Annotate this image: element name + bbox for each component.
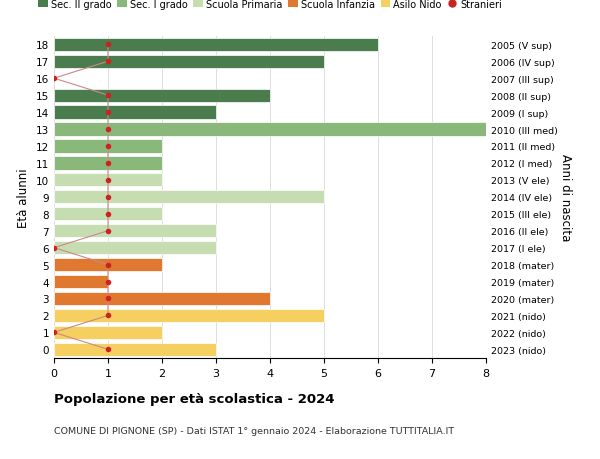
Bar [54, 174, 162, 187]
Bar [54, 90, 270, 102]
Text: Popolazione per età scolastica - 2024: Popolazione per età scolastica - 2024 [54, 392, 335, 405]
Bar [54, 191, 324, 204]
Bar [54, 258, 162, 272]
Bar [54, 275, 108, 289]
Bar [54, 224, 216, 238]
Bar [54, 343, 216, 356]
Legend: Sec. II grado, Sec. I grado, Scuola Primaria, Scuola Infanzia, Asilo Nido, Stran: Sec. II grado, Sec. I grado, Scuola Prim… [38, 0, 502, 10]
Bar [54, 207, 162, 221]
Bar [54, 241, 216, 255]
Bar [54, 157, 162, 170]
Bar [54, 292, 270, 305]
Y-axis label: Anni di nascita: Anni di nascita [559, 154, 572, 241]
Bar [54, 123, 486, 136]
Bar [54, 56, 324, 69]
Bar [54, 309, 324, 322]
Bar [54, 106, 216, 119]
Bar [54, 140, 162, 153]
Y-axis label: Età alunni: Età alunni [17, 168, 31, 227]
Bar [54, 39, 378, 52]
Bar [54, 326, 162, 339]
Text: COMUNE DI PIGNONE (SP) - Dati ISTAT 1° gennaio 2024 - Elaborazione TUTTITALIA.IT: COMUNE DI PIGNONE (SP) - Dati ISTAT 1° g… [54, 426, 454, 435]
